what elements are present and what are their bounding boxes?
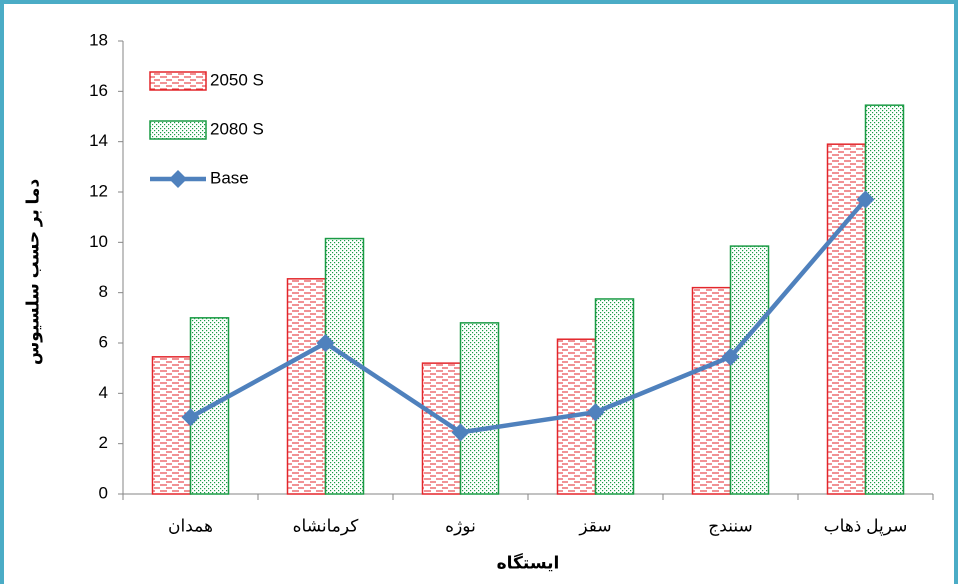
- y-tick-label: 14: [89, 131, 108, 150]
- chart: دما بر حسب سلسیوس ایستگاه 0 2 4 6 8 10 12 14 16 1…: [23, 30, 934, 572]
- x-tick-label: کرمانشاه: [293, 516, 360, 535]
- marker: [451, 423, 470, 442]
- marker: [181, 408, 200, 427]
- marker: [856, 190, 875, 209]
- x-axis-title: ایستگاه: [497, 552, 560, 572]
- y-tick-label: 10: [89, 232, 108, 251]
- legend-label: 2080 S: [210, 119, 264, 138]
- y-tick-label: 6: [99, 332, 108, 351]
- marker: [721, 347, 740, 366]
- legend-swatch: [149, 71, 207, 91]
- bar: [864, 104, 905, 495]
- line: [189, 198, 868, 435]
- y-tick-label: 0: [99, 483, 108, 502]
- legend-label: 2050 S: [210, 70, 264, 89]
- bar: [151, 356, 192, 495]
- bar: [691, 286, 732, 495]
- bar: [729, 245, 770, 495]
- bar: [594, 298, 635, 495]
- legend-swatch: [149, 120, 207, 140]
- bar: [286, 278, 327, 495]
- y-tick-label: 16: [89, 81, 108, 100]
- x-tick-label: سرپل ذهاب: [824, 516, 908, 536]
- y-axis-title: دما بر حسب سلسیوس: [23, 179, 43, 366]
- y-tick-label: 8: [99, 282, 108, 301]
- bar: [459, 322, 500, 495]
- y-tick-label: 12: [89, 181, 108, 200]
- x-tick-label: نوژه: [445, 516, 476, 535]
- legend-label: Base: [210, 168, 249, 187]
- y-tick-label: 4: [99, 383, 108, 402]
- legend-marker: [169, 170, 187, 188]
- x-tick-label: سنندج: [708, 516, 752, 536]
- y-tick-label: 2: [99, 433, 108, 452]
- x-tick-label: سقز: [578, 516, 611, 535]
- marker: [316, 334, 335, 352]
- y-tick-label: 18: [89, 30, 108, 49]
- x-tick-label: همدان: [168, 516, 213, 535]
- bar: [826, 143, 867, 495]
- marker: [586, 403, 605, 422]
